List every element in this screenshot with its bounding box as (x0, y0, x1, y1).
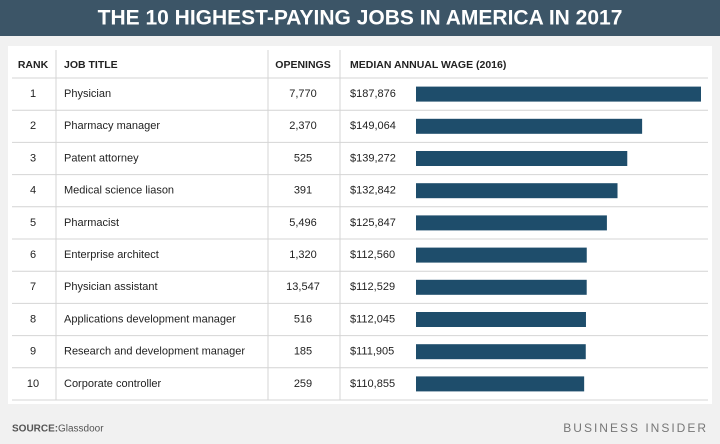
wage-label: $149,064 (350, 120, 396, 132)
rank: 6 (30, 249, 36, 261)
wage-label: $125,847 (350, 217, 396, 229)
column-header: MEDIAN ANNUAL WAGE (2016) (350, 59, 506, 71)
bar (416, 151, 628, 166)
job-title: Pharmacy manager (64, 120, 160, 132)
wage-label: $111,905 (350, 346, 394, 358)
openings: 391 (294, 185, 312, 197)
rank: 2 (30, 120, 36, 132)
wage-label: $139,272 (350, 152, 396, 164)
job-title: Patent attorney (64, 152, 139, 164)
openings: 7,770 (289, 88, 317, 100)
openings: 525 (294, 152, 312, 164)
bar (416, 247, 587, 263)
chart-title: THE 10 HIGHEST-PAYING JOBS IN AMERICA IN… (98, 7, 623, 30)
rank: 9 (30, 346, 36, 358)
bar (416, 215, 607, 231)
job-title: Medical science liason (64, 185, 174, 197)
bar (416, 118, 643, 134)
rank: 3 (30, 152, 36, 164)
wage-label: $112,529 (350, 281, 395, 293)
job-title: Research and development manager (64, 346, 245, 358)
rank: 4 (30, 185, 36, 197)
openings: 5,496 (289, 217, 317, 229)
wage-label: $132,842 (350, 185, 396, 197)
openings: 185 (294, 346, 312, 358)
bar (416, 279, 587, 295)
rank: 10 (27, 378, 39, 390)
bar (416, 312, 586, 327)
bar (416, 376, 585, 392)
job-title: Applications development manager (64, 313, 236, 325)
column-header: JOB TITLE (64, 59, 118, 71)
job-title: Pharmacist (64, 217, 119, 229)
column-header: RANK (18, 59, 49, 71)
bar (416, 344, 586, 360)
job-title: Enterprise architect (64, 249, 159, 261)
brand: BUSINESS INSIDER (563, 421, 708, 435)
source-label: SOURCE: (12, 424, 58, 435)
wage-label: $110,855 (350, 378, 395, 390)
openings: 13,547 (286, 281, 320, 293)
rank: 5 (30, 217, 36, 229)
job-title: Physician assistant (64, 281, 158, 293)
wage-label: $112,560 (350, 249, 395, 261)
bar (416, 183, 618, 199)
job-title: Corporate controller (64, 378, 162, 390)
job-title: Physician (64, 88, 111, 100)
openings: 259 (294, 378, 312, 390)
wage-label: $112,045 (350, 313, 395, 325)
source: Glassdoor (58, 424, 104, 435)
rank: 8 (30, 313, 36, 325)
wage-label: $187,876 (350, 88, 396, 100)
openings: 516 (294, 313, 312, 325)
column-header: OPENINGS (275, 59, 330, 71)
openings: 1,320 (289, 249, 317, 261)
openings: 2,370 (289, 120, 317, 132)
title-bar (0, 0, 720, 36)
rank: 1 (30, 88, 36, 100)
bar (416, 86, 701, 102)
rank: 7 (30, 281, 36, 293)
